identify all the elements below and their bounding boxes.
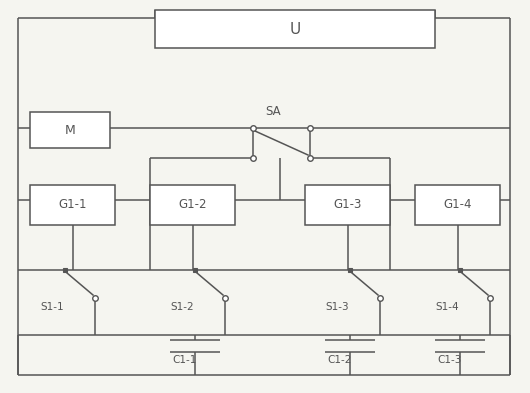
- Text: G1-1: G1-1: [58, 198, 87, 211]
- Text: M: M: [65, 123, 75, 136]
- FancyBboxPatch shape: [155, 10, 435, 48]
- Text: C1-3: C1-3: [437, 355, 462, 365]
- Text: S1-4: S1-4: [435, 302, 458, 312]
- Text: C1-2: C1-2: [327, 355, 351, 365]
- Text: G1-2: G1-2: [178, 198, 207, 211]
- Text: S1-3: S1-3: [325, 302, 349, 312]
- FancyBboxPatch shape: [30, 185, 115, 225]
- Text: G1-4: G1-4: [443, 198, 472, 211]
- Text: S1-2: S1-2: [170, 302, 193, 312]
- Text: U: U: [289, 22, 301, 37]
- FancyBboxPatch shape: [30, 112, 110, 148]
- FancyBboxPatch shape: [415, 185, 500, 225]
- Text: S1-1: S1-1: [40, 302, 64, 312]
- Text: C1-1: C1-1: [172, 355, 197, 365]
- FancyBboxPatch shape: [150, 185, 235, 225]
- Text: G1-3: G1-3: [333, 198, 361, 211]
- FancyBboxPatch shape: [305, 185, 390, 225]
- Text: SA: SA: [265, 105, 280, 118]
